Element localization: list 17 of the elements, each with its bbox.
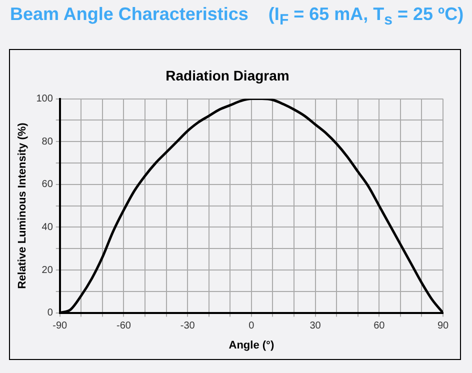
chart-title: Beam Angle Characteristics (I$_{F}$ = 65 mA, T$_{s}$ = 25 ºC)	[10, 4, 464, 29]
x-tick-label: 90	[437, 320, 449, 332]
y-tick-label: 40	[42, 222, 54, 233]
y-tick-label: 80	[42, 136, 54, 148]
y-tick-label: 60	[42, 179, 54, 190]
x-tick-label: -60	[116, 320, 132, 332]
y-tick-label: 100	[36, 94, 54, 105]
y-axis-title: Relative Luminous Intensity (%)	[16, 122, 29, 289]
y-tick-label: 20	[42, 264, 54, 276]
chart-subtitle: Radiation Diagram	[166, 67, 290, 84]
x-tick-label: -30	[180, 320, 196, 332]
x-tick-label: 30	[310, 320, 322, 332]
x-axis-title: Angle (°)	[228, 339, 274, 352]
x-tick-label: 0	[248, 320, 255, 332]
y-tick-label: 0	[47, 308, 54, 319]
x-tick-label: -90	[52, 320, 68, 332]
x-tick-label: 60	[374, 320, 386, 332]
